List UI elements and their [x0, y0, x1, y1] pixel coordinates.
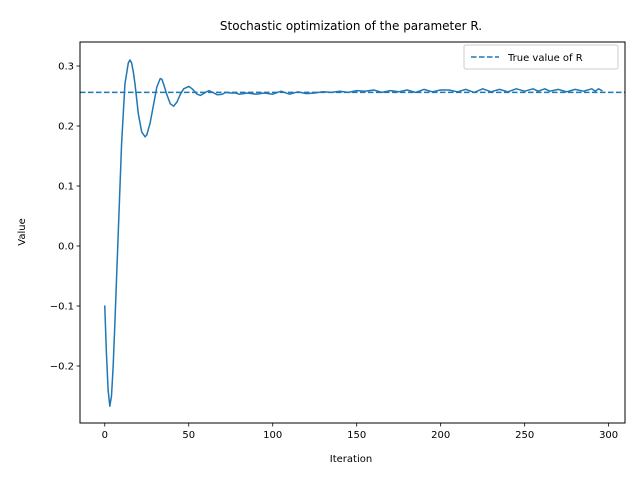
- series-line-0: [104, 59, 603, 407]
- x-tick-label: 50: [182, 430, 195, 441]
- y-tick-label: 0.3: [58, 62, 74, 73]
- x-tick-label: 200: [431, 430, 450, 441]
- x-tick-label: 150: [347, 430, 366, 441]
- x-tick-label: 250: [515, 430, 534, 441]
- y-tick-label: −0.1: [50, 302, 74, 313]
- legend-box: [463, 44, 619, 70]
- x-tick-label: 300: [599, 430, 618, 441]
- y-axis-label: Value: [17, 218, 28, 245]
- x-axis-label: Iteration: [330, 454, 372, 465]
- y-tick-label: −0.2: [50, 362, 74, 373]
- chart-title: Stochastic optimization of the parameter…: [220, 19, 482, 33]
- x-tick-label: 100: [263, 430, 282, 441]
- y-axis: −0.2 −0.1 0.0 0.1 0.2 0.3: [50, 62, 80, 373]
- axes-frame: [79, 41, 626, 424]
- x-axis: 0 50 100 150 200 250 300: [102, 423, 618, 441]
- y-tick-label: 0.0: [58, 242, 74, 253]
- legend: True value of R: [463, 44, 619, 70]
- plot-area: [80, 59, 625, 407]
- legend-entry-label: True value of R: [507, 53, 583, 64]
- y-tick-label: 0.2: [58, 122, 74, 133]
- x-tick-label: 0: [102, 430, 108, 441]
- y-tick-label: 0.1: [58, 182, 74, 193]
